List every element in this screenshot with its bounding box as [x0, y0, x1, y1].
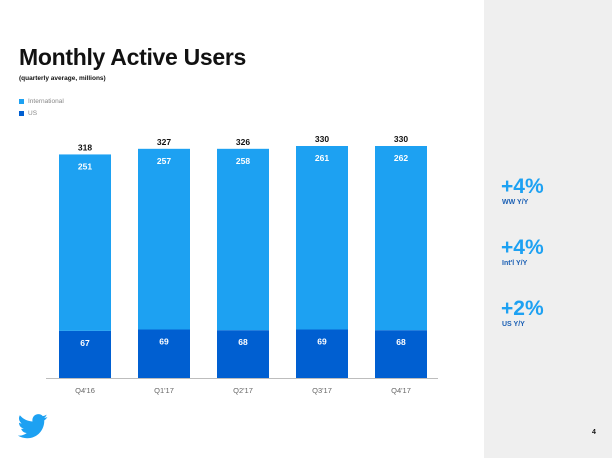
- x-tick-label-2: Q2'17: [233, 386, 253, 395]
- total-label-1: 327: [157, 137, 171, 147]
- total-label-0: 318: [78, 142, 92, 152]
- legend-item-international: International: [19, 96, 64, 106]
- stat-ww-value: +4%: [501, 175, 544, 198]
- page-subtitle: (quarterly average, millions): [19, 75, 106, 82]
- international-label-2: 258: [236, 156, 250, 166]
- x-tick-label-1: Q1'17: [154, 386, 174, 395]
- legend-item-us: US: [19, 108, 37, 118]
- stat-us: +2% US Y/Y: [501, 297, 601, 329]
- us-label-2: 68: [238, 337, 248, 347]
- x-tick-label-3: Q3'17: [312, 386, 332, 395]
- international-label-3: 261: [315, 153, 329, 163]
- international-label-1: 257: [157, 156, 171, 166]
- legend-label-international: International: [28, 97, 64, 105]
- bar-international-1: [138, 148, 190, 330]
- stat-intl-value: +4%: [501, 236, 544, 259]
- stat-intl-label: Int'l Y/Y: [502, 260, 528, 267]
- legend-swatch-international: [19, 98, 24, 104]
- us-label-0: 67: [80, 338, 90, 348]
- bar-international-0: [59, 154, 111, 331]
- bar-international-3: [296, 146, 348, 330]
- total-label-2: 326: [236, 137, 250, 147]
- total-label-4: 330: [394, 134, 408, 144]
- bar-international-2: [217, 148, 269, 331]
- international-label-4: 262: [394, 153, 408, 163]
- legend-label-us: US: [28, 109, 38, 117]
- bar-us-2: [217, 330, 269, 378]
- us-label-4: 68: [396, 337, 406, 347]
- bar-us-3: [296, 329, 348, 378]
- bar-us-0: [59, 330, 111, 378]
- stat-us-label: US Y/Y: [502, 321, 525, 328]
- legend-swatch-us: [19, 110, 24, 116]
- x-tick-label-4: Q4'17: [391, 386, 411, 395]
- international-label-0: 251: [78, 161, 92, 171]
- mau-stacked-bar-chart: 318 251 67 Q4'16 327 257 69 Q1'17 326 258 68 Q2'17 3…: [46, 134, 438, 395]
- us-label-1: 69: [159, 336, 169, 346]
- right-panel: [484, 0, 612, 458]
- twitter-bird-icon: [18, 414, 48, 439]
- stat-ww: +4% WW Y/Y: [501, 175, 601, 207]
- stat-intl: +4% Int'l Y/Y: [501, 236, 601, 268]
- x-tick-label-0: Q4'16: [75, 386, 95, 395]
- total-label-3: 330: [315, 134, 329, 144]
- bar-international-4: [375, 146, 427, 331]
- page-number: 4: [592, 429, 596, 436]
- stat-ww-label: WW Y/Y: [502, 199, 529, 206]
- us-label-3: 69: [317, 336, 327, 346]
- bar-us-4: [375, 330, 427, 378]
- page-title: Monthly Active Users: [19, 44, 247, 70]
- bar-us-1: [138, 329, 190, 378]
- stat-us-value: +2%: [501, 297, 544, 320]
